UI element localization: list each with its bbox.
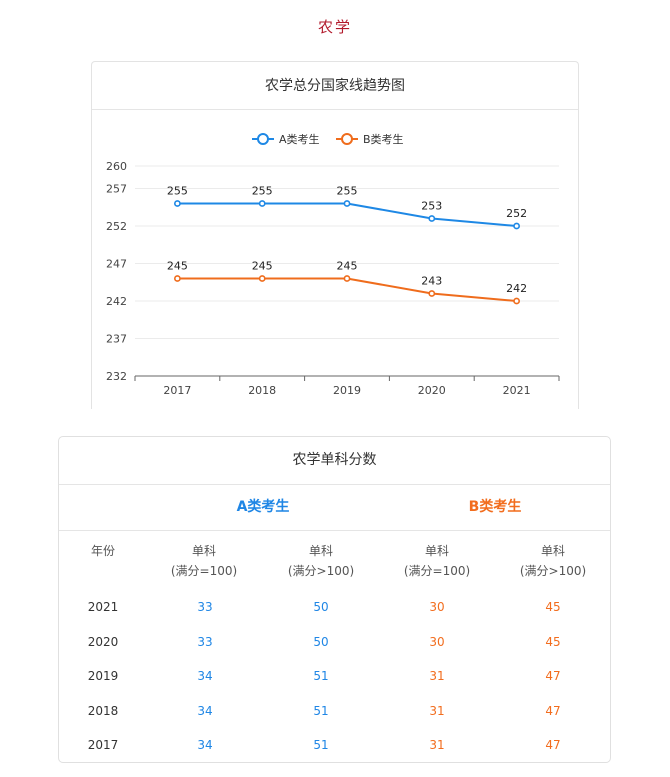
score-cell-b1: 31 bbox=[429, 738, 445, 752]
y-tick-label: 232 bbox=[106, 370, 127, 383]
year-cell: 2019 bbox=[87, 669, 119, 683]
score-cell-a2: 51 bbox=[313, 704, 329, 718]
column-header-line1: 单科 bbox=[308, 544, 333, 558]
score-table-card: 农学单科分数 A类考生 B类考生 年份 单科 (满分=100) 单科 (满分>1… bbox=[58, 436, 611, 763]
data-point bbox=[343, 275, 351, 282]
column-header-line2: (满分>100) bbox=[287, 564, 355, 578]
data-point bbox=[258, 275, 266, 282]
score-cell-b1: 31 bbox=[429, 704, 445, 718]
legend-swatch-marker bbox=[257, 133, 269, 145]
data-point bbox=[174, 200, 181, 207]
score-cell-b2: 47 bbox=[545, 704, 561, 718]
data-label: 245 bbox=[167, 260, 188, 273]
table-title: 农学单科分数 bbox=[59, 437, 610, 485]
page-title: 农学 bbox=[317, 18, 352, 36]
year-cell: 2017 bbox=[87, 738, 119, 752]
column-header-line2: (满分>100) bbox=[519, 564, 587, 578]
data-label: 245 bbox=[252, 260, 273, 273]
score-cell-a2: 50 bbox=[313, 635, 329, 649]
data-label: 255 bbox=[252, 185, 273, 198]
data-label: 242 bbox=[506, 282, 527, 295]
x-tick-label: 2017 bbox=[163, 384, 191, 397]
column-header-b2: 单科 (满分>100) bbox=[496, 541, 610, 581]
x-tick-label: 2021 bbox=[503, 384, 531, 397]
y-tick-label: 237 bbox=[106, 333, 127, 346]
data-point bbox=[428, 290, 436, 297]
column-header-line1: 单科 bbox=[191, 544, 216, 558]
column-header-line1: 单科 bbox=[424, 544, 449, 558]
year-cell: 2021 bbox=[87, 600, 119, 614]
score-cell-b2: 47 bbox=[545, 669, 561, 683]
score-cell-a2: 51 bbox=[313, 738, 329, 752]
legend-swatch-marker bbox=[341, 133, 353, 145]
score-cell-b2: 45 bbox=[545, 600, 561, 614]
chart-title: 农学总分国家线趋势图 bbox=[92, 62, 578, 110]
score-cell-b1: 30 bbox=[429, 600, 445, 614]
chart-card: 农学总分国家线趋势图 232 237 242 247 252 257 260 2017 2018… bbox=[91, 61, 579, 409]
y-tick-label: 252 bbox=[106, 220, 127, 233]
legend-label: B类考生 bbox=[363, 132, 404, 146]
score-cell-b1: 30 bbox=[429, 635, 445, 649]
data-point bbox=[428, 215, 436, 222]
score-cell-a1: 34 bbox=[197, 704, 213, 718]
score-cell-a1: 34 bbox=[197, 669, 213, 683]
year-column-header: 年份 bbox=[73, 541, 133, 561]
score-cell-a1: 33 bbox=[197, 600, 213, 614]
score-cell-b2: 45 bbox=[545, 635, 561, 649]
group-a-header: A类考生 bbox=[236, 499, 290, 515]
column-header-line2: (满分=100) bbox=[170, 564, 238, 578]
year-cell: 2020 bbox=[87, 635, 119, 649]
data-point bbox=[174, 275, 181, 282]
data-label: 245 bbox=[337, 260, 358, 273]
column-header-a1: 单科 (满分=100) bbox=[147, 541, 261, 581]
score-cell-b2: 47 bbox=[545, 738, 561, 752]
y-tick-label: 260 bbox=[106, 160, 127, 173]
y-tick-label: 257 bbox=[106, 183, 127, 196]
year-cell: 2018 bbox=[87, 704, 119, 718]
data-label: 255 bbox=[337, 185, 358, 198]
column-header-a2: 单科 (满分>100) bbox=[264, 541, 378, 581]
x-tick-label: 2019 bbox=[333, 384, 361, 397]
line-chart: 232 237 242 247 252 257 260 2017 2018 2019 2020 202… bbox=[106, 132, 560, 397]
x-tick-label: 2018 bbox=[248, 384, 276, 397]
group-b-header: B类考生 bbox=[468, 499, 522, 515]
column-header-line1: 单科 bbox=[540, 544, 565, 558]
group-header-row: A类考生 B类考生 bbox=[59, 484, 610, 531]
data-label: 255 bbox=[167, 185, 188, 198]
x-tick-label: 2020 bbox=[418, 384, 446, 397]
y-tick-label: 242 bbox=[106, 295, 127, 308]
data-point bbox=[258, 200, 266, 207]
year-header-label: 年份 bbox=[90, 544, 115, 558]
data-point bbox=[343, 200, 351, 207]
column-header-b1: 单科 (满分=100) bbox=[380, 541, 494, 581]
data-label: 252 bbox=[506, 207, 527, 220]
data-point bbox=[513, 222, 520, 230]
data-point bbox=[513, 297, 520, 305]
data-label: 253 bbox=[421, 200, 442, 213]
legend-label: A类考生 bbox=[279, 132, 320, 146]
y-tick-label: 247 bbox=[106, 258, 127, 271]
score-cell-a2: 50 bbox=[313, 600, 329, 614]
column-header-line2: (满分=100) bbox=[403, 564, 471, 578]
score-cell-a2: 51 bbox=[313, 669, 329, 683]
score-cell-a1: 34 bbox=[197, 738, 213, 752]
data-label: 243 bbox=[421, 275, 442, 288]
score-cell-a1: 33 bbox=[197, 635, 213, 649]
score-cell-b1: 31 bbox=[429, 669, 445, 683]
